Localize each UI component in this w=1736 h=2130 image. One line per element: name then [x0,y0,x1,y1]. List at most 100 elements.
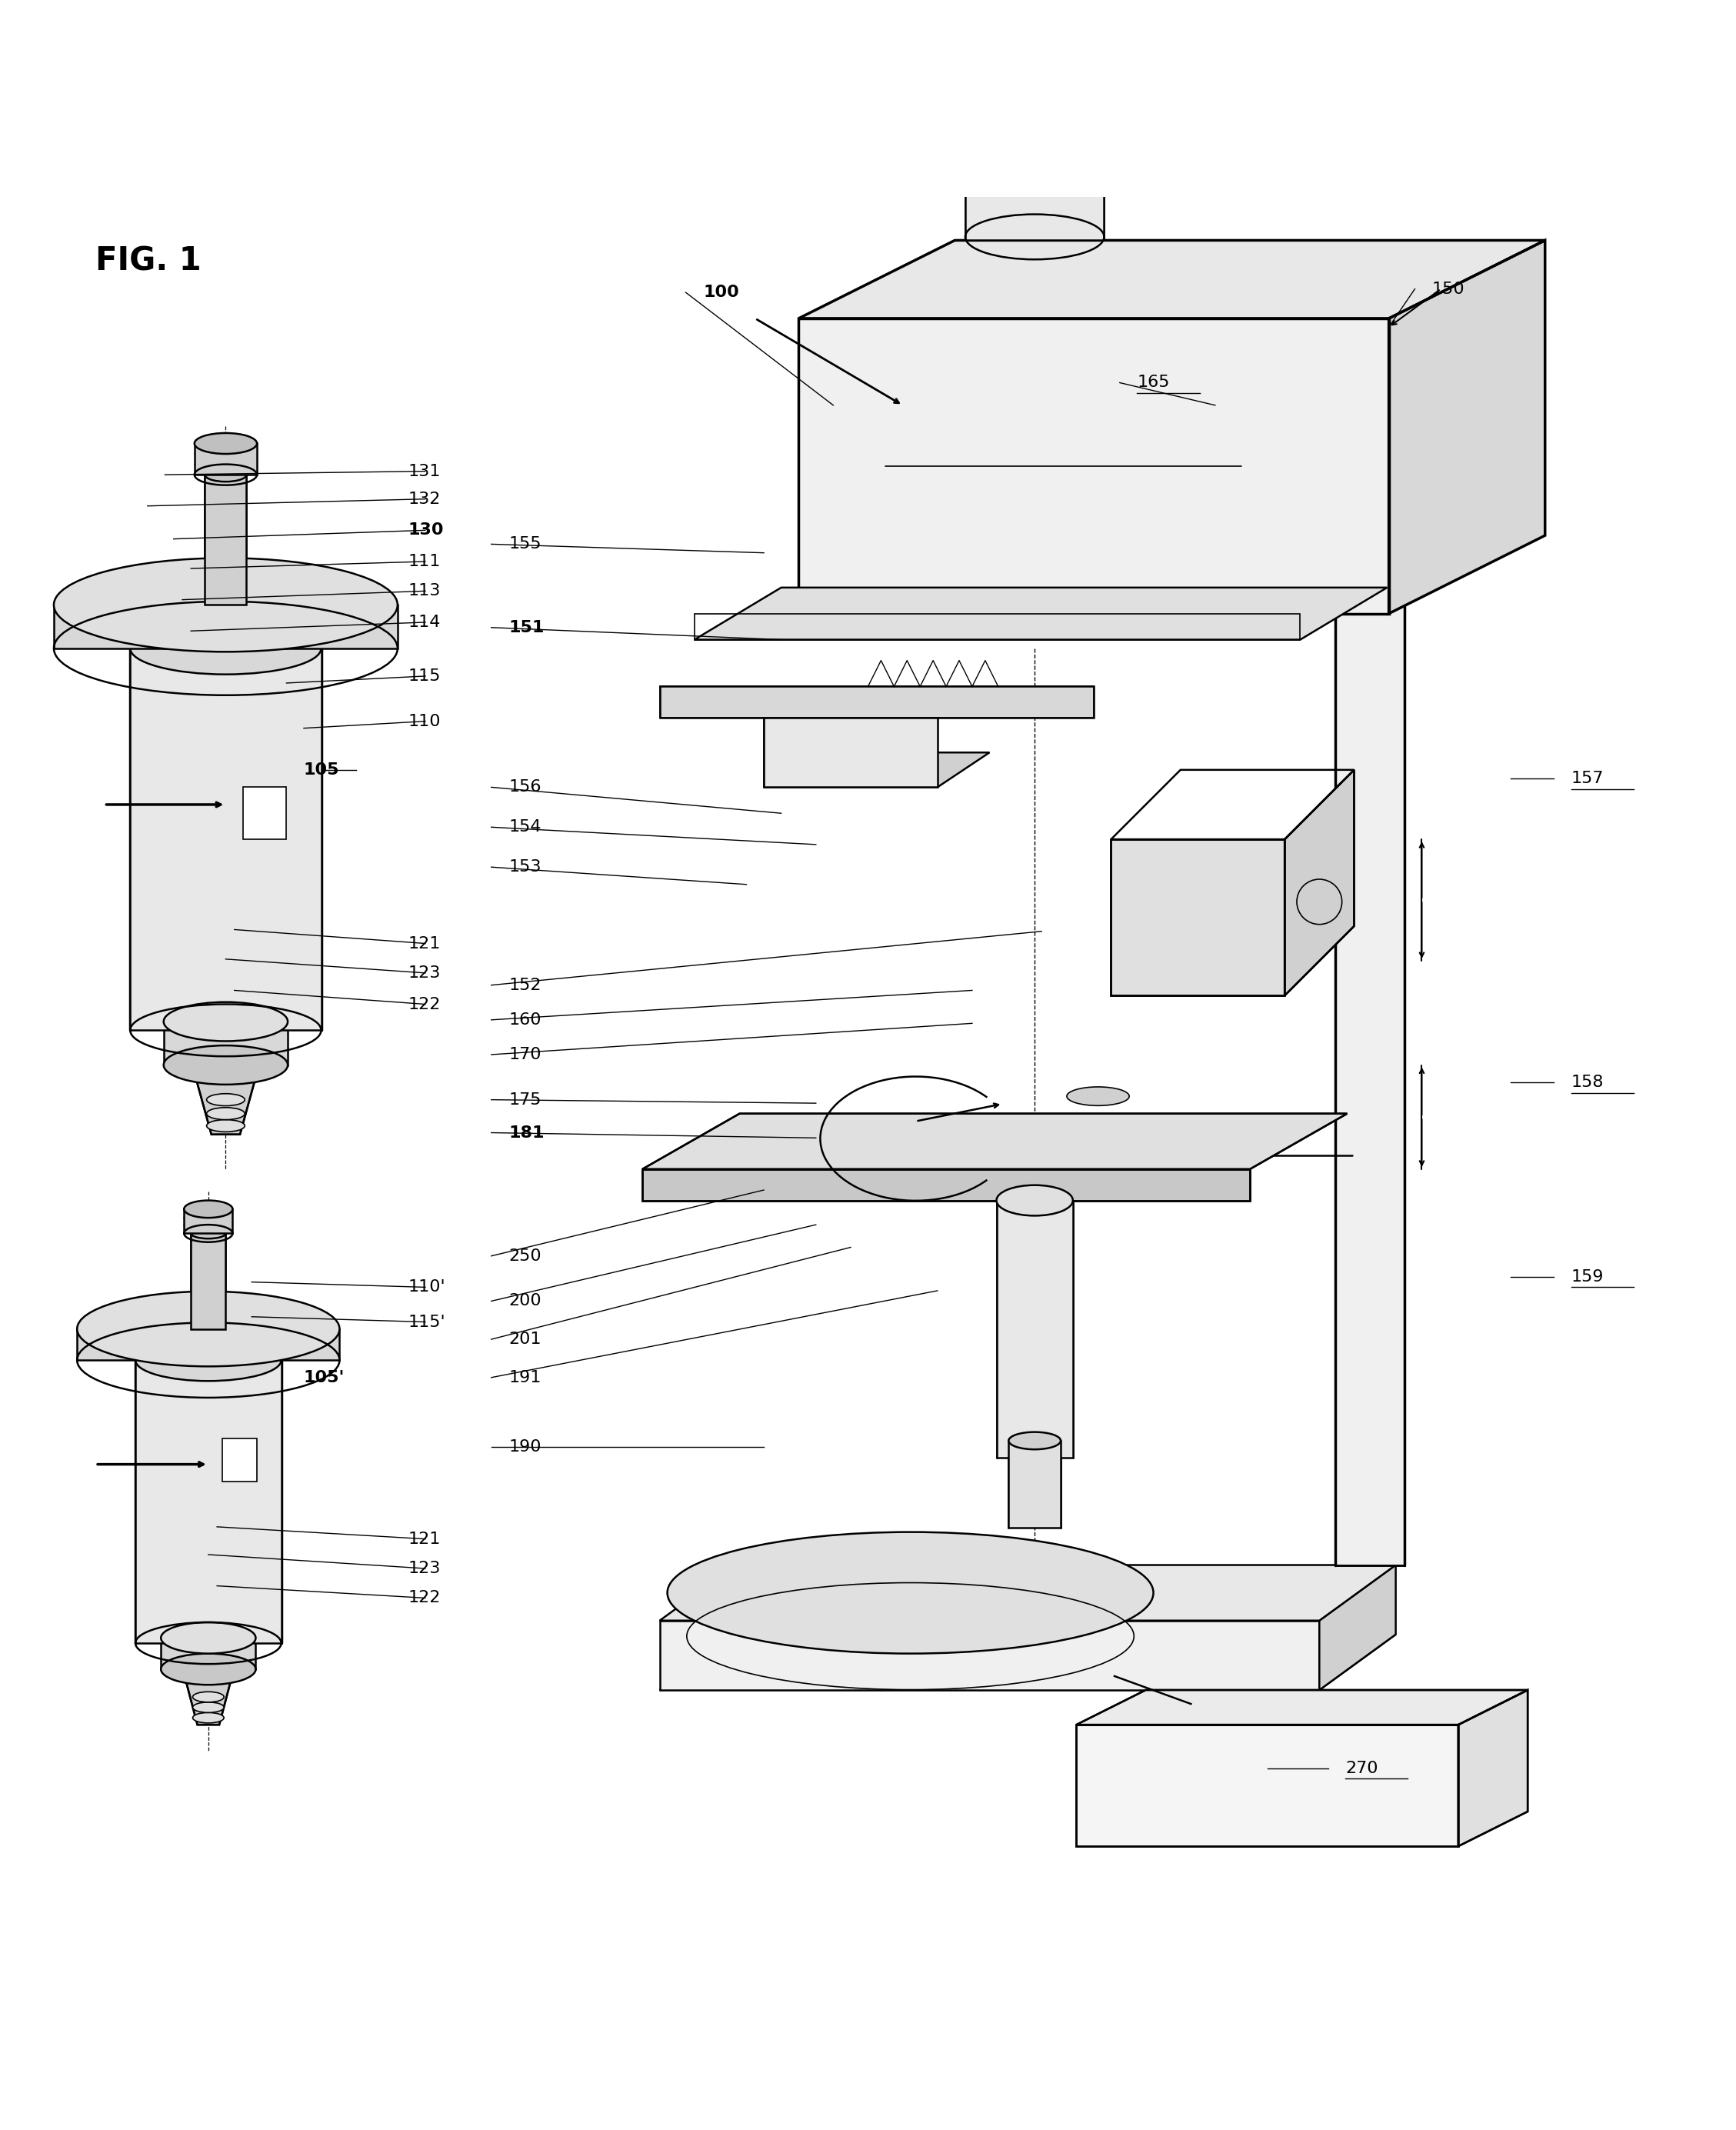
Ellipse shape [54,558,398,652]
Text: 114: 114 [408,616,441,630]
Polygon shape [191,1233,226,1329]
Text: 200: 200 [509,1293,542,1308]
Polygon shape [799,320,1389,613]
Text: 105': 105' [304,1370,345,1385]
Polygon shape [1285,769,1354,995]
Ellipse shape [191,1229,226,1240]
Text: 181: 181 [509,1125,545,1140]
Ellipse shape [193,1691,224,1702]
Ellipse shape [130,622,321,675]
Text: 121: 121 [408,1531,441,1546]
FancyBboxPatch shape [222,1438,257,1482]
Text: 110: 110 [408,714,441,728]
Ellipse shape [1009,1431,1061,1448]
Polygon shape [187,1048,264,1135]
Text: 152: 152 [509,978,542,993]
Polygon shape [799,241,1545,320]
Polygon shape [642,1169,1250,1201]
Text: 150: 150 [1432,281,1465,296]
Ellipse shape [205,469,247,481]
Ellipse shape [161,1623,255,1653]
Ellipse shape [207,1093,245,1105]
Text: 153: 153 [509,858,542,875]
Text: 113: 113 [408,584,441,599]
Polygon shape [184,1210,233,1233]
Text: 158: 158 [1571,1076,1604,1091]
Ellipse shape [193,1702,224,1713]
Text: 123: 123 [408,965,441,980]
Polygon shape [1335,405,1404,1566]
Text: 155: 155 [509,537,542,552]
Text: FIG. 1: FIG. 1 [95,245,201,277]
Text: 122: 122 [408,997,441,1012]
Text: 170: 170 [509,1046,542,1063]
Text: 115': 115' [408,1314,446,1329]
Ellipse shape [163,1046,288,1084]
Polygon shape [660,1621,1319,1689]
Text: 191: 191 [509,1370,542,1385]
Polygon shape [996,1201,1073,1459]
Ellipse shape [194,432,257,454]
Text: 154: 154 [509,820,542,835]
Polygon shape [205,475,247,605]
Polygon shape [764,718,937,788]
Text: 105: 105 [304,763,340,777]
Text: 111: 111 [408,554,441,569]
Polygon shape [1009,1440,1061,1527]
Ellipse shape [1066,1086,1128,1105]
Polygon shape [764,752,990,788]
Text: 131: 131 [408,464,441,479]
Ellipse shape [965,0,1104,36]
Polygon shape [163,1022,288,1065]
Ellipse shape [207,1108,245,1120]
Polygon shape [642,1114,1347,1169]
Polygon shape [660,1634,1396,1689]
Ellipse shape [184,1201,233,1218]
Text: 123: 123 [408,1561,441,1576]
Text: 175: 175 [509,1093,542,1108]
Text: 110': 110' [408,1280,446,1295]
Polygon shape [1111,839,1285,995]
Text: 156: 156 [509,780,542,794]
Polygon shape [1076,1725,1458,1847]
Text: 132: 132 [408,492,441,507]
Polygon shape [130,648,321,1031]
Text: 130: 130 [408,522,444,539]
Ellipse shape [996,1184,1073,1216]
Polygon shape [1389,241,1545,613]
Ellipse shape [193,1713,224,1723]
Text: 250: 250 [509,1248,542,1263]
Text: 270: 270 [1345,1762,1378,1776]
Text: 100: 100 [703,285,740,300]
Text: 160: 160 [509,1012,542,1027]
Polygon shape [694,588,1387,639]
Polygon shape [660,1566,1396,1621]
Text: 157: 157 [1571,771,1604,786]
Text: 165: 165 [1137,375,1170,390]
Polygon shape [161,1638,255,1670]
Polygon shape [135,1361,281,1642]
Polygon shape [660,686,1094,718]
Ellipse shape [161,1653,255,1685]
Polygon shape [1076,1689,1528,1725]
Polygon shape [54,605,398,648]
Text: 151: 151 [509,620,545,635]
Ellipse shape [135,1340,281,1380]
Ellipse shape [163,1001,288,1042]
FancyBboxPatch shape [243,788,286,839]
Polygon shape [1111,927,1354,995]
Text: 201: 201 [509,1331,542,1346]
Polygon shape [1458,1689,1528,1847]
Text: 122: 122 [408,1591,441,1606]
Polygon shape [179,1655,238,1725]
Polygon shape [194,443,257,475]
Polygon shape [76,1329,340,1361]
Text: 115: 115 [408,669,441,684]
Ellipse shape [207,1120,245,1131]
Text: 190: 190 [509,1440,542,1455]
Ellipse shape [667,1531,1153,1653]
Text: 121: 121 [408,935,441,952]
Text: 159: 159 [1571,1269,1604,1284]
Polygon shape [965,15,1104,241]
Polygon shape [1319,1566,1396,1689]
